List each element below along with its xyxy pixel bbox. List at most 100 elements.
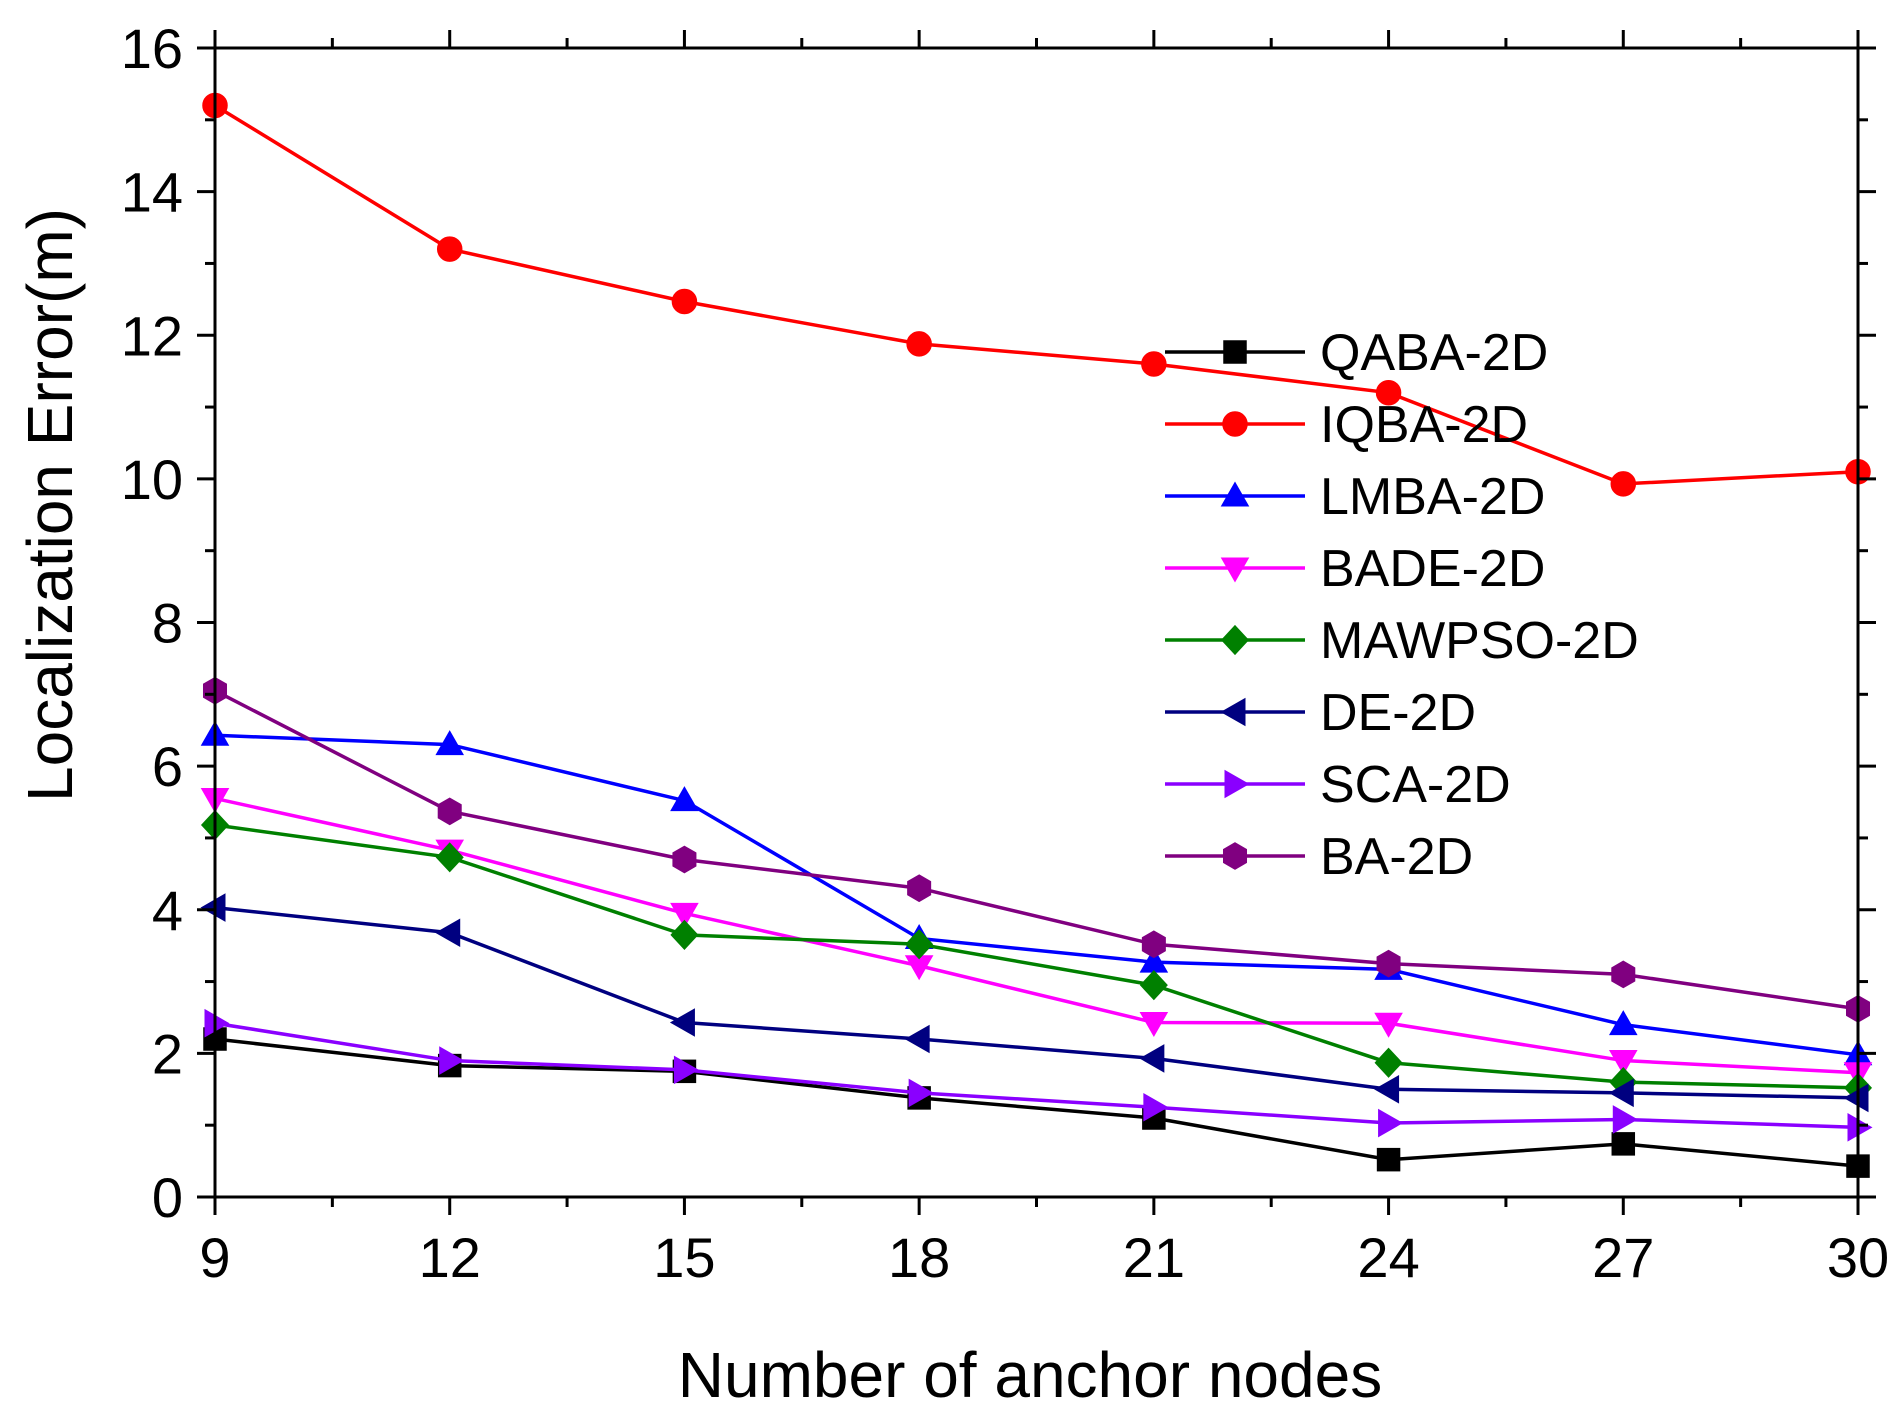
data-point bbox=[1608, 1010, 1638, 1036]
y-tick-label: 16 bbox=[121, 17, 183, 80]
data-point bbox=[435, 918, 461, 948]
data-point bbox=[200, 893, 226, 922]
data-point bbox=[1376, 1147, 1401, 1172]
y-axis-title: Localization Error(m) bbox=[14, 208, 86, 802]
series-line bbox=[214, 905, 1859, 1100]
data-point bbox=[669, 1008, 695, 1037]
data-point bbox=[1139, 970, 1168, 1001]
series-DE-2D bbox=[200, 893, 1869, 1113]
y-tick-label: 0 bbox=[152, 1166, 183, 1229]
legend-marker bbox=[1224, 769, 1250, 799]
data-point bbox=[1612, 1105, 1638, 1134]
legend-label: IQBA-2D bbox=[1320, 396, 1528, 454]
legend-label: QABA-2D bbox=[1320, 324, 1548, 382]
x-tick-label: 12 bbox=[419, 1226, 481, 1289]
legend-marker bbox=[1222, 411, 1248, 437]
legend-item: DE-2D bbox=[1165, 684, 1476, 742]
data-point bbox=[671, 288, 698, 315]
data-point bbox=[1378, 1108, 1404, 1138]
legend-marker bbox=[1220, 481, 1250, 507]
data-point bbox=[904, 1024, 930, 1054]
data-point bbox=[905, 929, 934, 960]
y-tick-label: 2 bbox=[152, 1022, 183, 1085]
data-point bbox=[1143, 1092, 1169, 1122]
series-LMBA-2D bbox=[200, 720, 1873, 1066]
data-point bbox=[1375, 379, 1402, 406]
series-line bbox=[214, 689, 1859, 1011]
x-tick-label: 18 bbox=[888, 1226, 950, 1289]
data-point bbox=[437, 797, 462, 826]
legend-marker bbox=[1220, 697, 1246, 727]
data-point bbox=[673, 1055, 699, 1085]
data-point bbox=[435, 842, 464, 873]
data-point bbox=[670, 902, 699, 928]
data-point bbox=[1611, 960, 1636, 989]
legend-label: LMBA-2D bbox=[1320, 468, 1545, 526]
legend-item: SCA-2D bbox=[1165, 756, 1511, 814]
data-point bbox=[670, 919, 699, 950]
data-point bbox=[1376, 949, 1401, 978]
x-axis-title: Number of anchor nodes bbox=[678, 1339, 1382, 1411]
data-point bbox=[1139, 1044, 1165, 1073]
data-point bbox=[1374, 1047, 1403, 1078]
legend-marker bbox=[1220, 624, 1250, 656]
legend-item: IQBA-2D bbox=[1165, 396, 1528, 454]
legend-item: QABA-2D bbox=[1165, 324, 1548, 382]
series-line bbox=[214, 1021, 1859, 1130]
data-point bbox=[1141, 351, 1167, 377]
data-point bbox=[1139, 1011, 1169, 1038]
series-IQBA-2D bbox=[202, 92, 1871, 497]
x-tick-label: 27 bbox=[1592, 1226, 1654, 1289]
series-line bbox=[214, 103, 1859, 486]
data-point bbox=[435, 730, 465, 756]
data-point bbox=[907, 874, 932, 903]
legend-marker bbox=[1222, 842, 1248, 870]
legend-marker bbox=[1223, 340, 1247, 364]
series-line bbox=[214, 733, 1859, 1057]
series-line bbox=[214, 796, 1859, 1075]
legend-item: LMBA-2D bbox=[1165, 468, 1545, 526]
data-point bbox=[1141, 930, 1166, 959]
data-point bbox=[1610, 471, 1637, 497]
data-point bbox=[670, 786, 699, 812]
data-point bbox=[908, 1078, 934, 1108]
legend-item: BADE-2D bbox=[1165, 540, 1545, 598]
y-tick-label: 8 bbox=[152, 592, 183, 655]
data-point bbox=[1847, 1113, 1873, 1142]
y-tick-label: 10 bbox=[121, 448, 183, 511]
series-SCA-2D bbox=[204, 1008, 1873, 1142]
x-tick-label: 24 bbox=[1357, 1226, 1419, 1289]
data-point bbox=[906, 331, 932, 357]
legend: QABA-2D IQBA-2D LMBA-2D BADE-2D MAWPSO-2D DE-… bbox=[1165, 324, 1639, 886]
data-point bbox=[204, 1008, 230, 1038]
y-tick-label: 14 bbox=[121, 161, 183, 224]
x-tick-label: 15 bbox=[653, 1226, 715, 1289]
legend-marker bbox=[1220, 557, 1250, 583]
data-point bbox=[1608, 1078, 1634, 1108]
y-tick-label: 4 bbox=[152, 879, 183, 942]
legend-label: MAWPSO-2D bbox=[1320, 612, 1639, 670]
data-point bbox=[1608, 1050, 1638, 1076]
data-point bbox=[672, 845, 697, 874]
legend-item: MAWPSO-2D bbox=[1165, 612, 1639, 670]
data-point bbox=[1611, 1132, 1636, 1156]
y-tick-label: 6 bbox=[152, 735, 183, 798]
x-tick-label: 9 bbox=[199, 1226, 230, 1289]
x-tick-label: 30 bbox=[1827, 1226, 1889, 1289]
legend-label: BADE-2D bbox=[1320, 540, 1545, 598]
legend-label: DE-2D bbox=[1320, 684, 1476, 742]
x-tick-label: 21 bbox=[1123, 1226, 1185, 1289]
series-layer bbox=[200, 92, 1873, 1178]
legend-label: SCA-2D bbox=[1320, 756, 1511, 814]
series-line bbox=[214, 1037, 1859, 1168]
legend-item: BA-2D bbox=[1165, 828, 1473, 886]
y-tick-label: 12 bbox=[121, 304, 183, 367]
data-point bbox=[1374, 1012, 1403, 1038]
series-line bbox=[214, 823, 1859, 1090]
data-point bbox=[439, 1046, 465, 1075]
data-point bbox=[1843, 1083, 1869, 1113]
legend-label: BA-2D bbox=[1320, 828, 1473, 886]
